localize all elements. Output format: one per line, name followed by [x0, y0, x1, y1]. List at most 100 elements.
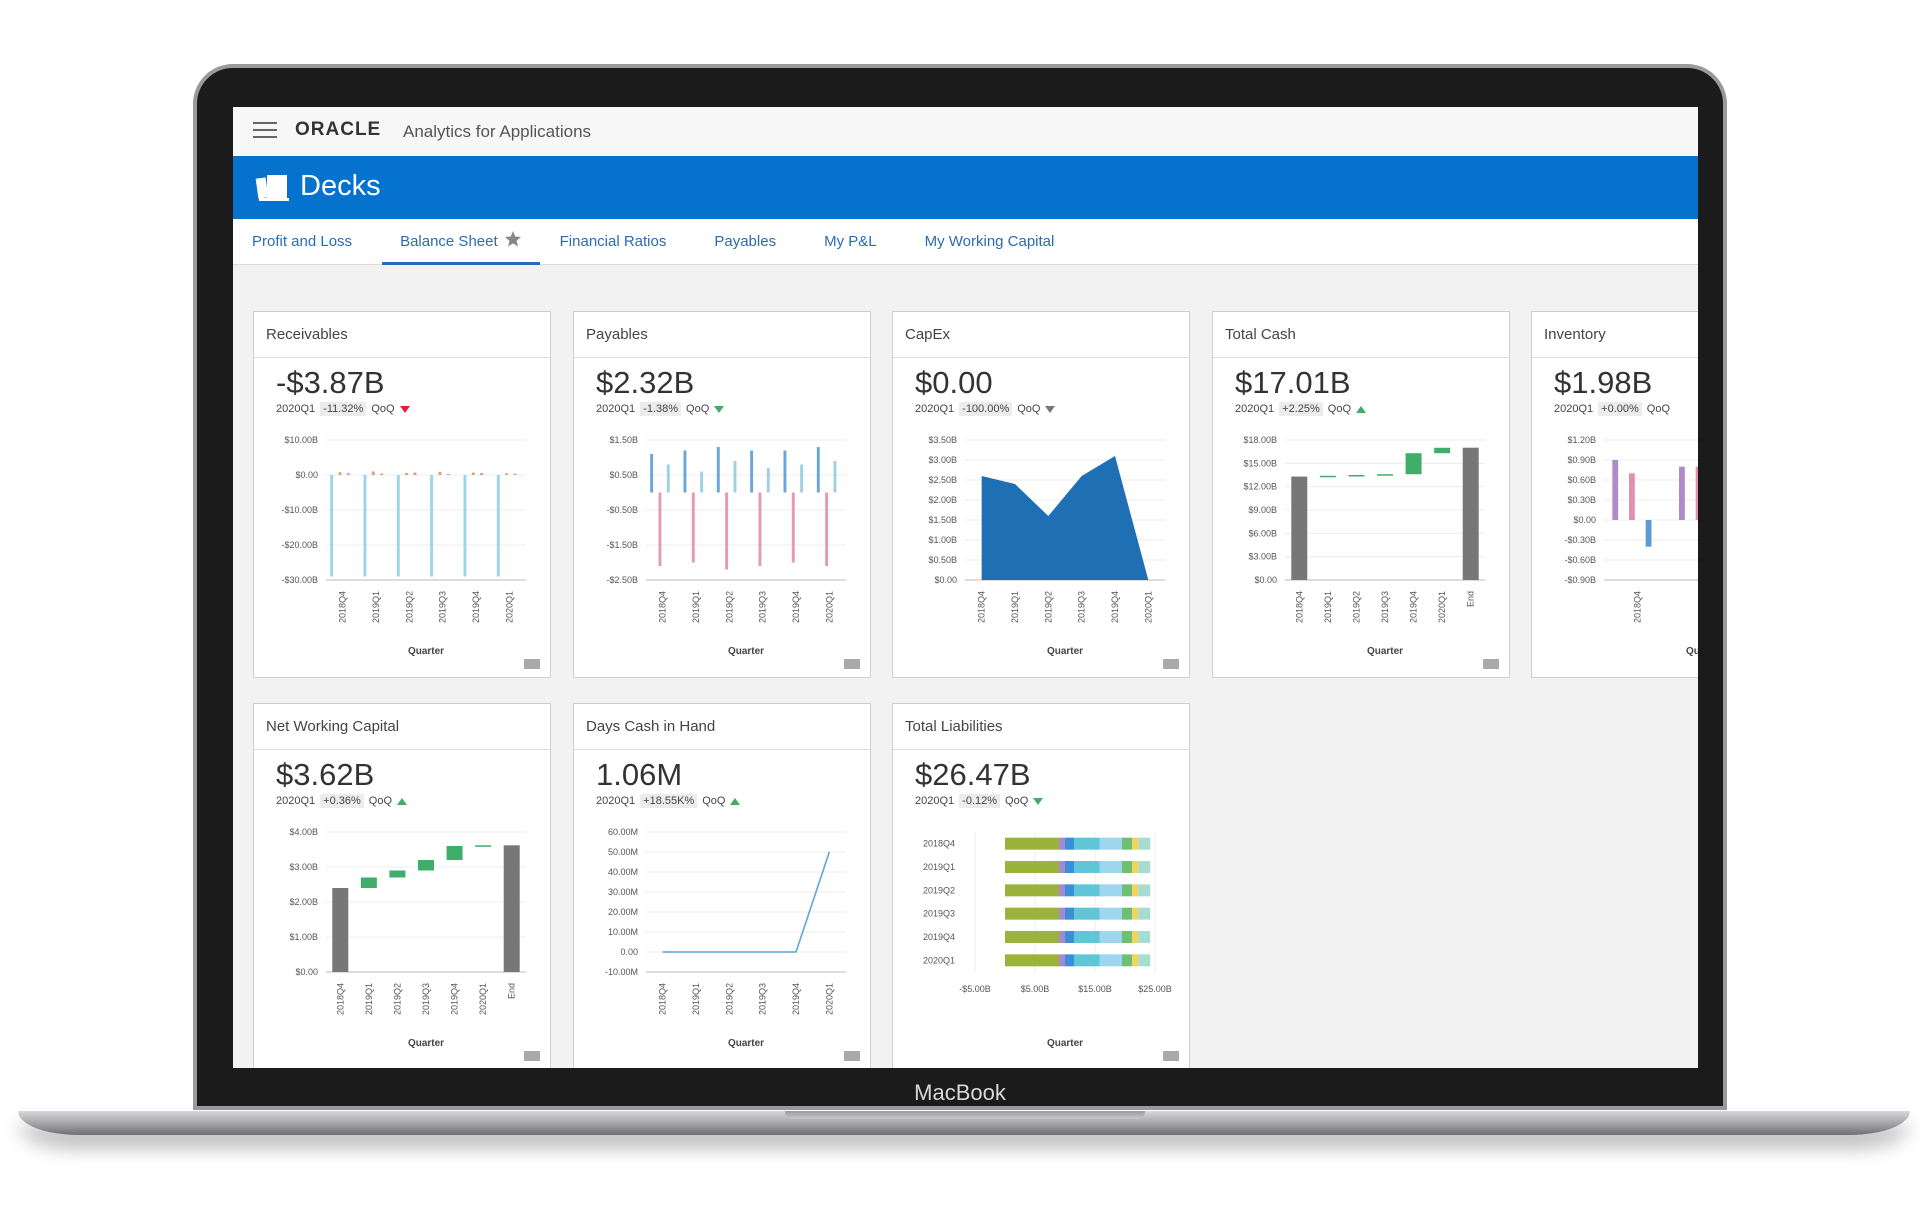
trend-arrow — [1356, 405, 1367, 413]
mini-chart: Quarter -$5.00B $5.00B $15.00B $25.00B 2018Q4… — [923, 832, 1172, 1049]
bar — [666, 464, 670, 493]
y-tick-label: 2019Q2 — [923, 885, 955, 895]
card-title: Net Working Capital — [254, 704, 550, 750]
trend-arrow — [714, 405, 725, 413]
y-tick-label: 2019Q4 — [923, 932, 955, 942]
bar-segment — [1005, 931, 1059, 943]
app-name: Analytics for Applications — [403, 122, 592, 141]
period: 2020Q1 — [915, 403, 955, 415]
comparison: QoQ — [1646, 403, 1671, 415]
kpi-value: $17.01B — [1235, 365, 1351, 400]
bar — [1695, 466, 1698, 520]
comparison: QoQ — [371, 403, 395, 415]
period: 2020Q1 — [915, 795, 955, 807]
bar-segment — [1122, 861, 1133, 873]
card: Payables $2.32B 2020Q1 -1.38% QoQ Quarter $1.5… — [573, 311, 871, 678]
change: +0.36% — [320, 794, 364, 808]
trend-icon — [1033, 797, 1044, 805]
tab[interactable]: Payables — [714, 233, 777, 250]
y-tick-label: $1.00B — [928, 535, 957, 545]
y-tick-label: $10.00B — [284, 435, 318, 445]
tab[interactable]: Profit and Loss — [252, 233, 353, 250]
y-tick-label: -$0.50B — [606, 505, 638, 515]
comment-icon[interactable] — [1163, 659, 1179, 671]
bar — [716, 447, 720, 493]
y-tick-label: $18.00B — [1243, 435, 1277, 445]
comment-icon[interactable] — [524, 659, 540, 671]
favorite-star[interactable] — [504, 230, 522, 248]
x-axis-title: Quarter — [408, 646, 444, 657]
x-tick-label: 2019Q4 — [450, 983, 460, 1015]
tab[interactable]: Financial Ratios — [559, 233, 667, 250]
comment-icon[interactable] — [844, 659, 860, 671]
mini-chart: Quarter $1.50B $0.50B -$0.50B -$1.50B -$2.50B… — [606, 435, 846, 657]
bar-segment — [1138, 931, 1151, 943]
bar — [766, 468, 770, 493]
mini-chart: Quarter $1.20B $0.90B $0.60B $0.30B $0.00 -$0.… — [1564, 435, 1698, 657]
kpi-value: $2.32B — [596, 365, 695, 400]
bar-segment — [1059, 907, 1065, 920]
bar-segment — [1132, 907, 1139, 920]
bar — [430, 475, 434, 577]
bar — [650, 454, 654, 493]
trend-arrow — [730, 797, 741, 805]
y-tick-label: -10.00M — [605, 967, 638, 977]
bar-segment — [1005, 837, 1059, 850]
bar — [446, 473, 450, 475]
bar — [380, 473, 384, 475]
y-tick-label: $9.00B — [1248, 505, 1277, 515]
y-tick-label: 2019Q1 — [923, 862, 955, 872]
x-tick-label: 2019Q1 — [1010, 591, 1020, 623]
x-tick-label: 2019Q1 — [364, 983, 374, 1015]
card-title: Days Cash in Hand — [574, 704, 870, 750]
x-tick-label: 2019Q2 — [392, 983, 402, 1015]
laptop-notch — [785, 1111, 1145, 1119]
line — [662, 851, 831, 953]
tab[interactable]: Balance Sheet — [382, 219, 540, 265]
tab[interactable]: My Working Capital — [924, 233, 1055, 250]
bar — [363, 475, 367, 577]
comment-icon[interactable] — [1163, 1051, 1179, 1063]
kpi-subline: 2020Q1 +2.25% QoQ — [1235, 402, 1367, 416]
y-tick-label: 2020Q1 — [923, 955, 955, 965]
bar — [346, 473, 350, 475]
period: 2020Q1 — [276, 795, 316, 807]
comparison: QoQ — [702, 795, 726, 807]
period: 2020Q1 — [596, 403, 636, 415]
comment-icon[interactable] — [524, 1051, 540, 1063]
bar-segment — [1005, 954, 1059, 967]
y-tick-label: $0.50B — [609, 470, 638, 480]
y-tick-label: 60.00M — [608, 827, 638, 837]
mini-chart: Quarter $4.00B $3.00B $2.00B $1.00B $0.00 2018… — [289, 827, 526, 1049]
y-tick-label: $3.00B — [289, 862, 318, 872]
bar-segment — [1122, 837, 1133, 850]
card-title: Total Liabilities — [893, 704, 1189, 750]
kpi-value: -$3.87B — [276, 365, 385, 400]
card: Inventory $1.98B 2020Q1 +0.00% QoQ Quarter $1.… — [1531, 311, 1698, 678]
bar — [413, 472, 417, 475]
bar — [783, 450, 787, 493]
comparison: QoQ — [686, 403, 710, 415]
tab[interactable]: My P&L — [824, 233, 877, 250]
mini-chart: Quarter $18.00B $15.00B $12.00B $9.00B $6.00B… — [1243, 435, 1485, 657]
x-tick-label: 2020Q1 — [1143, 591, 1153, 623]
comparison: QoQ — [1017, 403, 1041, 415]
comment-icon[interactable] — [844, 1051, 860, 1063]
bar — [1679, 466, 1685, 520]
x-tick-label: 2019Q1 — [1323, 591, 1333, 623]
y-tick-label: $3.00B — [928, 455, 957, 465]
bar-segment — [1138, 837, 1151, 850]
waterfall-bar — [1462, 447, 1479, 580]
card-title: CapEx — [893, 312, 1189, 358]
comment-icon[interactable] — [1483, 659, 1499, 671]
bar — [733, 461, 737, 493]
card-title: Receivables — [254, 312, 550, 358]
x-tick-label: 2020Q1 — [824, 983, 834, 1015]
x-tick-label: 2019Q4 — [1110, 591, 1120, 623]
y-tick-label: 30.00M — [608, 887, 638, 897]
y-tick-label: 0.00 — [620, 947, 638, 957]
x-tick-label: 2019Q4 — [471, 591, 481, 623]
bar — [700, 471, 704, 493]
menu-button[interactable] — [253, 121, 277, 139]
bar-segment — [1074, 861, 1100, 873]
